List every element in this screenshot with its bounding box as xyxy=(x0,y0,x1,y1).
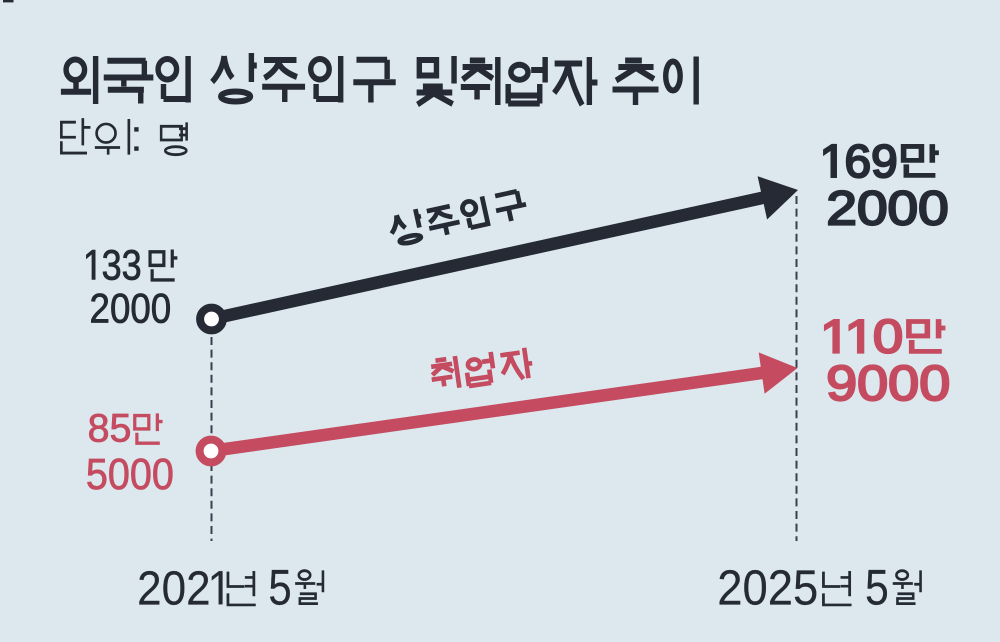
svg-text:2000: 2000 xyxy=(826,181,948,235)
svg-text:202: 202 xyxy=(137,560,211,614)
svg-text:2000: 2000 xyxy=(90,285,172,332)
svg-text:33: 33 xyxy=(102,242,142,289)
svg-text:85: 85 xyxy=(88,407,132,451)
svg-text:0: 0 xyxy=(873,310,903,363)
svg-text:69: 69 xyxy=(844,135,897,187)
svg-text:9000: 9000 xyxy=(826,356,950,411)
svg-text:2025: 2025 xyxy=(717,560,818,615)
svg-text:5: 5 xyxy=(268,559,291,615)
svg-text:5: 5 xyxy=(865,559,889,615)
svg-text:5000: 5000 xyxy=(86,449,174,498)
